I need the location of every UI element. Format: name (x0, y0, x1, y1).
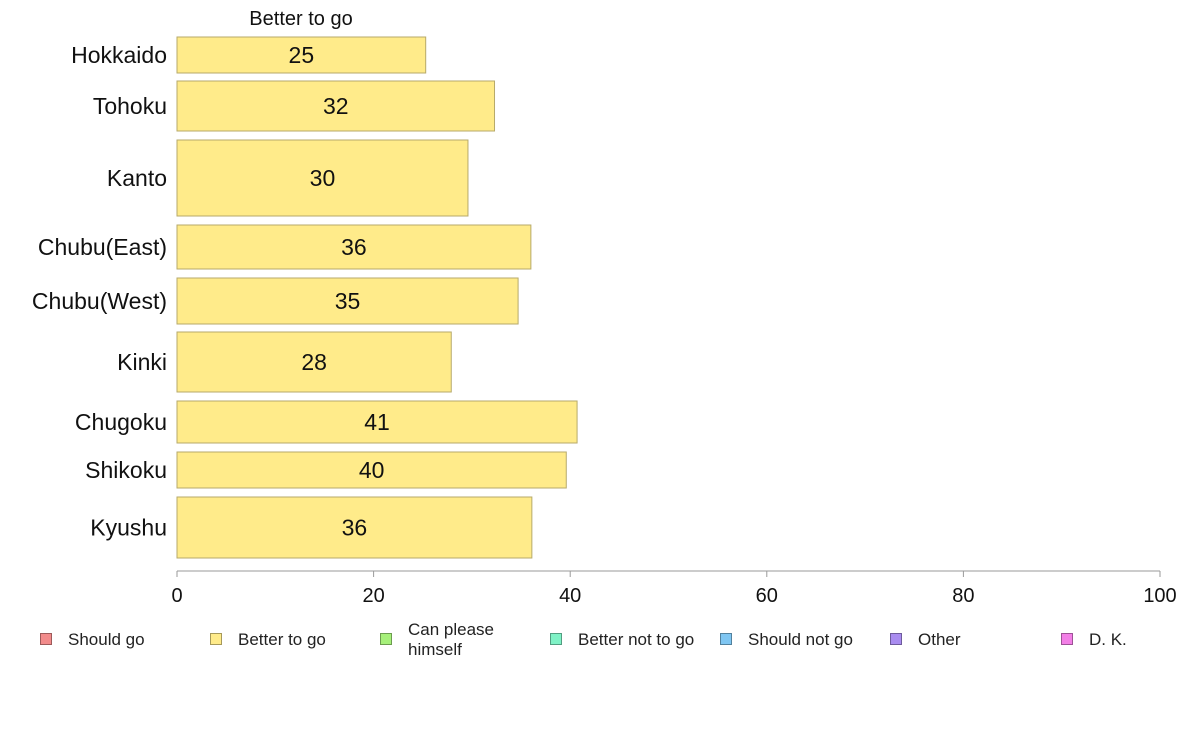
legend-label: D. K. (1089, 630, 1127, 649)
category-label: Kinki (117, 349, 167, 375)
legend-label: Should go (68, 630, 145, 649)
legend-item-should-go: Should go (40, 618, 145, 650)
legend-swatch (40, 633, 52, 645)
bar-tohoku (176, 80, 496, 132)
bar-value-label: 25 (289, 42, 315, 68)
legend-swatch (720, 633, 732, 645)
legend-label: Other (918, 630, 961, 649)
bar-value-label: 32 (323, 93, 349, 119)
legend-item-better-not-to-go: Better not to go (550, 618, 694, 650)
bar-value-label: 30 (310, 165, 336, 191)
legend-label: Better not to go (578, 630, 695, 649)
legend-label: Better to go (238, 630, 326, 649)
legend-label: Can please himself (408, 620, 495, 659)
bar-chubu-east- (176, 224, 532, 270)
category-label: Kanto (107, 165, 167, 191)
category-label: Tohoku (93, 93, 167, 119)
legend-item-can-please-himself: Can please himself (380, 618, 518, 660)
bar-chubu-west- (176, 277, 519, 325)
legend-swatch (1061, 633, 1073, 645)
category-label: Chubu(West) (32, 288, 167, 314)
x-tick-label: 100 (1143, 585, 1176, 607)
category-label: Chubu(East) (38, 234, 167, 260)
x-tick-label: 0 (171, 585, 182, 607)
legend-item-dk: D. K. (1061, 618, 1127, 650)
x-tick-label: 40 (559, 585, 581, 607)
category-label: Chugoku (75, 409, 167, 435)
legend-item-other: Other (890, 618, 961, 650)
category-label: Hokkaido (71, 42, 167, 68)
legend-item-better-to-go: Better to go (210, 618, 326, 650)
x-tick-label: 60 (756, 585, 778, 607)
category-label: Kyushu (90, 515, 167, 541)
bar-chugoku (176, 400, 578, 444)
bar-value-label: 41 (364, 409, 390, 435)
bar-chart: Better to go 25 Hokkaido 32 Tohoku 30 Kanto 36 C… (32, 8, 1177, 607)
legend-swatch (380, 633, 392, 645)
legend-item-should-not-go: Should not go (720, 618, 853, 650)
category-label: Shikoku (85, 457, 167, 483)
legend-swatch (550, 633, 562, 645)
legend-label: Should not go (748, 630, 853, 649)
bar-hokkaido (176, 36, 427, 74)
legend-swatch (890, 633, 902, 645)
bar-kanto (176, 139, 469, 217)
chart-title: Better to go (249, 8, 352, 30)
x-tick-label: 20 (362, 585, 384, 607)
x-tick-label: 80 (952, 585, 974, 607)
bar-kyushu (176, 496, 533, 559)
bar-shikoku (176, 451, 567, 489)
bar-value-label: 35 (335, 288, 361, 314)
bar-value-label: 36 (341, 234, 367, 260)
bar-kinki (176, 331, 452, 393)
legend-swatch (210, 633, 222, 645)
bar-value-label: 28 (301, 349, 327, 375)
legend: Should go Better to go Can please himsel… (0, 618, 1188, 668)
bar-value-label: 40 (359, 457, 385, 483)
bar-value-label: 36 (342, 515, 368, 541)
